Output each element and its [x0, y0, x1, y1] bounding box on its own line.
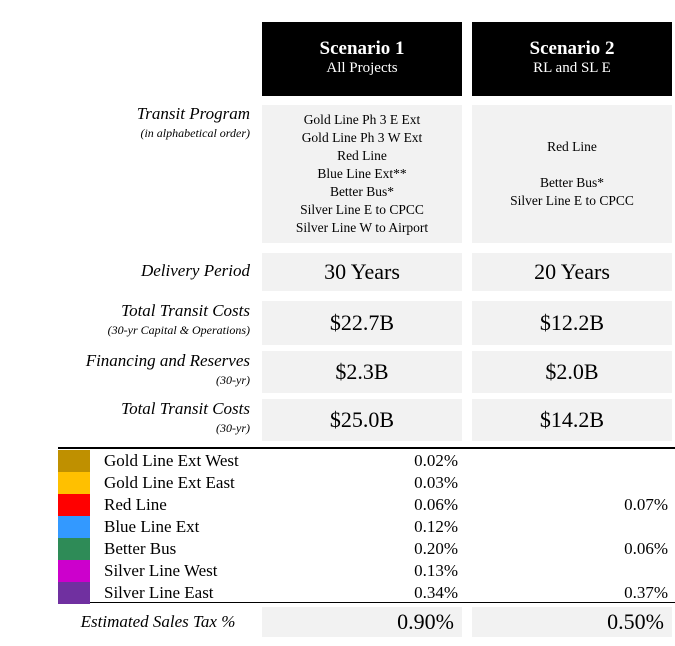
- tax-label: Blue Line Ext: [104, 517, 200, 536]
- tax-value: 0.06%: [414, 495, 458, 514]
- tax-value: 0.20%: [414, 539, 458, 558]
- swatch: [58, 472, 90, 494]
- swatch: [58, 560, 90, 582]
- value-cell: $25.0B: [262, 399, 462, 441]
- value-cell: 20 Years: [472, 253, 672, 291]
- value-cell: $12.2B: [472, 301, 672, 345]
- row-label: Transit Program: [136, 104, 250, 123]
- tax-label: Red Line: [104, 495, 167, 514]
- row-label: Total Transit Costs: [121, 301, 250, 320]
- tax-label: Better Bus: [104, 539, 177, 558]
- row-label: Total Transit Costs: [121, 399, 250, 418]
- tax-label: Silver Line East: [104, 583, 214, 602]
- swatch: [58, 450, 90, 472]
- swatch: [58, 538, 90, 560]
- tax-label: Gold Line Ext West: [104, 451, 239, 470]
- program-item: Red Line: [337, 148, 387, 163]
- row-note: (30-yr): [216, 421, 250, 435]
- row-note: (30-yr): [216, 373, 250, 387]
- row-label: Financing and Reserves: [85, 351, 250, 370]
- tax-value: 0.02%: [414, 451, 458, 470]
- value-cell: $22.7B: [262, 301, 462, 345]
- tax-value: 0.07%: [624, 495, 668, 514]
- tax-value: 0.06%: [624, 539, 668, 558]
- column-title: Scenario 2: [529, 38, 615, 59]
- row-note: (30-yr Capital & Operations): [107, 323, 250, 337]
- divider: [58, 447, 675, 449]
- total-label: Estimated Sales Tax %: [80, 612, 236, 631]
- swatch: [58, 582, 90, 604]
- column-title: Scenario 1: [319, 38, 405, 59]
- row-note: (in alphabetical order): [140, 126, 250, 140]
- program-item: Blue Line Ext**: [317, 166, 407, 181]
- column-subtitle: All Projects: [326, 60, 398, 76]
- program-item: Red Line: [547, 139, 597, 154]
- value-cell: $2.3B: [262, 351, 462, 393]
- tax-value: 0.03%: [414, 473, 458, 492]
- program-box: Red Line Better Bus* Silver Line E to CPCC: [472, 105, 672, 243]
- divider: [90, 602, 675, 603]
- tax-label: Silver Line West: [104, 561, 218, 580]
- program-box: Gold Line Ph 3 E Ext Gold Line Ph 3 W Ext…: [262, 105, 462, 243]
- total-value: 0.50%: [472, 607, 672, 637]
- swatch: [58, 494, 90, 516]
- program-item: Silver Line E to CPCC: [300, 202, 424, 217]
- row-label: Delivery Period: [140, 261, 250, 280]
- column-header: Scenario 2 RL and SL E: [472, 22, 672, 96]
- swatch: [58, 516, 90, 538]
- tax-value: 0.37%: [624, 583, 668, 602]
- value-cell: $2.0B: [472, 351, 672, 393]
- program-item: Silver Line W to Airport: [295, 220, 429, 235]
- column-subtitle: RL and SL E: [533, 60, 611, 76]
- tax-value: 0.12%: [414, 517, 458, 536]
- total-value: 0.90%: [262, 607, 462, 637]
- program-item: Better Bus*: [539, 175, 605, 190]
- program-item: Gold Line Ph 3 W Ext: [301, 130, 423, 145]
- tax-label: Gold Line Ext East: [104, 473, 235, 492]
- tax-value: 0.13%: [414, 561, 458, 580]
- program-item: Silver Line E to CPCC: [510, 193, 634, 208]
- column-header: Scenario 1 All Projects: [262, 22, 462, 96]
- program-item: Better Bus*: [329, 184, 395, 199]
- value-cell: $14.2B: [472, 399, 672, 441]
- value-cell: 30 Years: [262, 253, 462, 291]
- tax-value: 0.34%: [414, 583, 458, 602]
- program-item: Gold Line Ph 3 E Ext: [303, 112, 421, 127]
